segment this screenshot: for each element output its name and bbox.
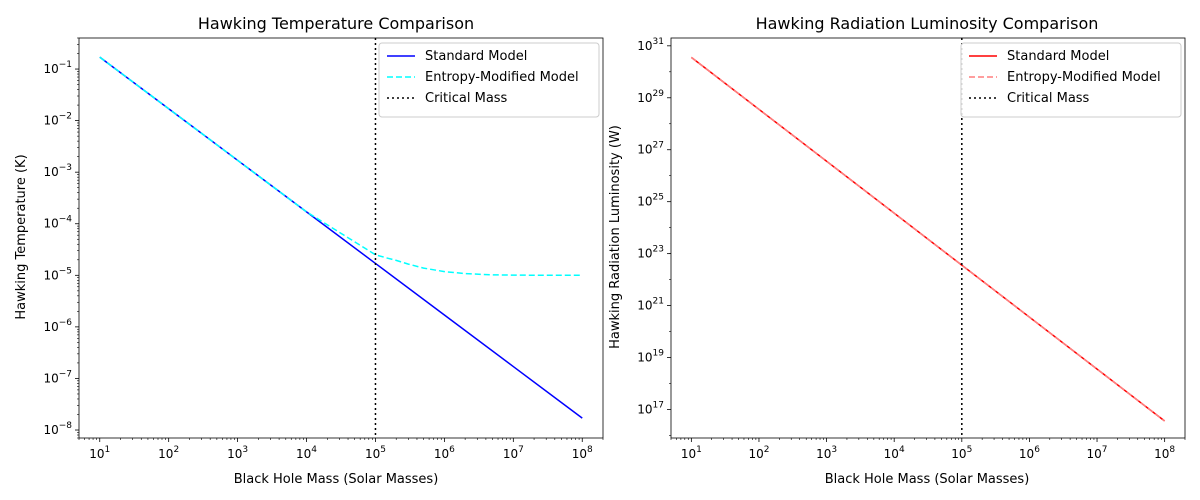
temperature-x-tick-label: 108 — [572, 445, 593, 461]
temperature-chart: Hawking Temperature Comparison Black Hol… — [14, 14, 604, 487]
luminosity-chart-xlabel: Black Hole Mass (Solar Masses) — [825, 472, 1030, 487]
luminosity-y-tick-label: 1021 — [637, 297, 664, 313]
luminosity-y-tick-label: 1017 — [637, 401, 664, 417]
temperature-x-tick-label: 104 — [296, 445, 317, 461]
luminosity-x-tick-label: 104 — [884, 445, 905, 461]
luminosity-legend: Standard Model Entropy-Modified Model Crit… — [960, 42, 1182, 118]
temperature-y-tick-label: 10−6 — [43, 318, 72, 334]
luminosity-x-tick-label: 103 — [816, 445, 837, 461]
luminosity-x-tick-label: 101 — [681, 445, 702, 461]
luminosity-x-tick-label: 106 — [1019, 445, 1040, 461]
luminosity-y-tick-label: 1019 — [637, 349, 664, 365]
temperature-x-tick-label: 105 — [365, 445, 386, 461]
temperature-x-tick-label: 106 — [434, 445, 455, 461]
temperature-plot-frame — [78, 37, 604, 439]
temperature-x-tick-label: 101 — [89, 445, 110, 461]
temperature-legend-box — [378, 42, 600, 118]
temperature-legend-label: Standard Model — [425, 49, 527, 64]
luminosity-chart-title: Hawking Radiation Luminosity Comparison — [756, 14, 1099, 33]
luminosity-y-tick-label: 1023 — [637, 245, 664, 261]
temperature-x-tick-label: 103 — [227, 445, 248, 461]
luminosity-plot-frame — [670, 37, 1186, 439]
temperature-y-tick-label: 10−7 — [43, 369, 72, 385]
luminosity-series-line-2 — [690, 56, 1166, 422]
luminosity-chart-ylabel: Hawking Radiation Luminosity (W) — [608, 125, 623, 349]
luminosity-y-tick-label: 1025 — [637, 193, 664, 209]
temperature-y-tick-label: 10−2 — [43, 112, 72, 128]
temperature-legend-label: Critical Mass — [425, 91, 508, 106]
temperature-x-tick-label: 102 — [158, 445, 179, 461]
temperature-chart-xlabel: Black Hole Mass (Solar Masses) — [234, 472, 439, 487]
luminosity-x-tick-label: 102 — [748, 445, 769, 461]
luminosity-x-tick-label: 107 — [1087, 445, 1108, 461]
temperature-legend: Standard Model Entropy-Modified Model Crit… — [378, 42, 600, 118]
temperature-series-line-2 — [99, 56, 583, 277]
temperature-y-tick-label: 10−8 — [43, 421, 72, 437]
luminosity-legend-label: Standard Model — [1007, 49, 1109, 64]
luminosity-legend-box — [960, 42, 1182, 118]
temperature-y-tick-label: 10−4 — [43, 215, 72, 231]
luminosity-y-tick-label: 1027 — [637, 141, 664, 157]
temperature-y-tick-label: 10−1 — [43, 60, 72, 76]
temperature-y-tick-label: 10−3 — [43, 163, 72, 179]
temperature-x-tick-label: 107 — [503, 445, 524, 461]
luminosity-chart: Hawking Radiation Luminosity Comparison … — [608, 14, 1186, 487]
temperature-chart-title: Hawking Temperature Comparison — [198, 14, 474, 33]
luminosity-y-tick-label: 1029 — [637, 89, 664, 105]
luminosity-y-tick-label: 1031 — [637, 37, 664, 53]
luminosity-legend-label: Critical Mass — [1007, 91, 1090, 106]
luminosity-legend-label: Entropy-Modified Model — [1007, 70, 1161, 85]
luminosity-x-tick-label: 105 — [951, 445, 972, 461]
temperature-legend-label: Entropy-Modified Model — [425, 70, 579, 85]
luminosity-x-tick-label: 108 — [1154, 445, 1175, 461]
temperature-y-tick-label: 10−5 — [43, 266, 72, 282]
temperature-chart-ylabel: Hawking Temperature (K) — [14, 154, 29, 319]
